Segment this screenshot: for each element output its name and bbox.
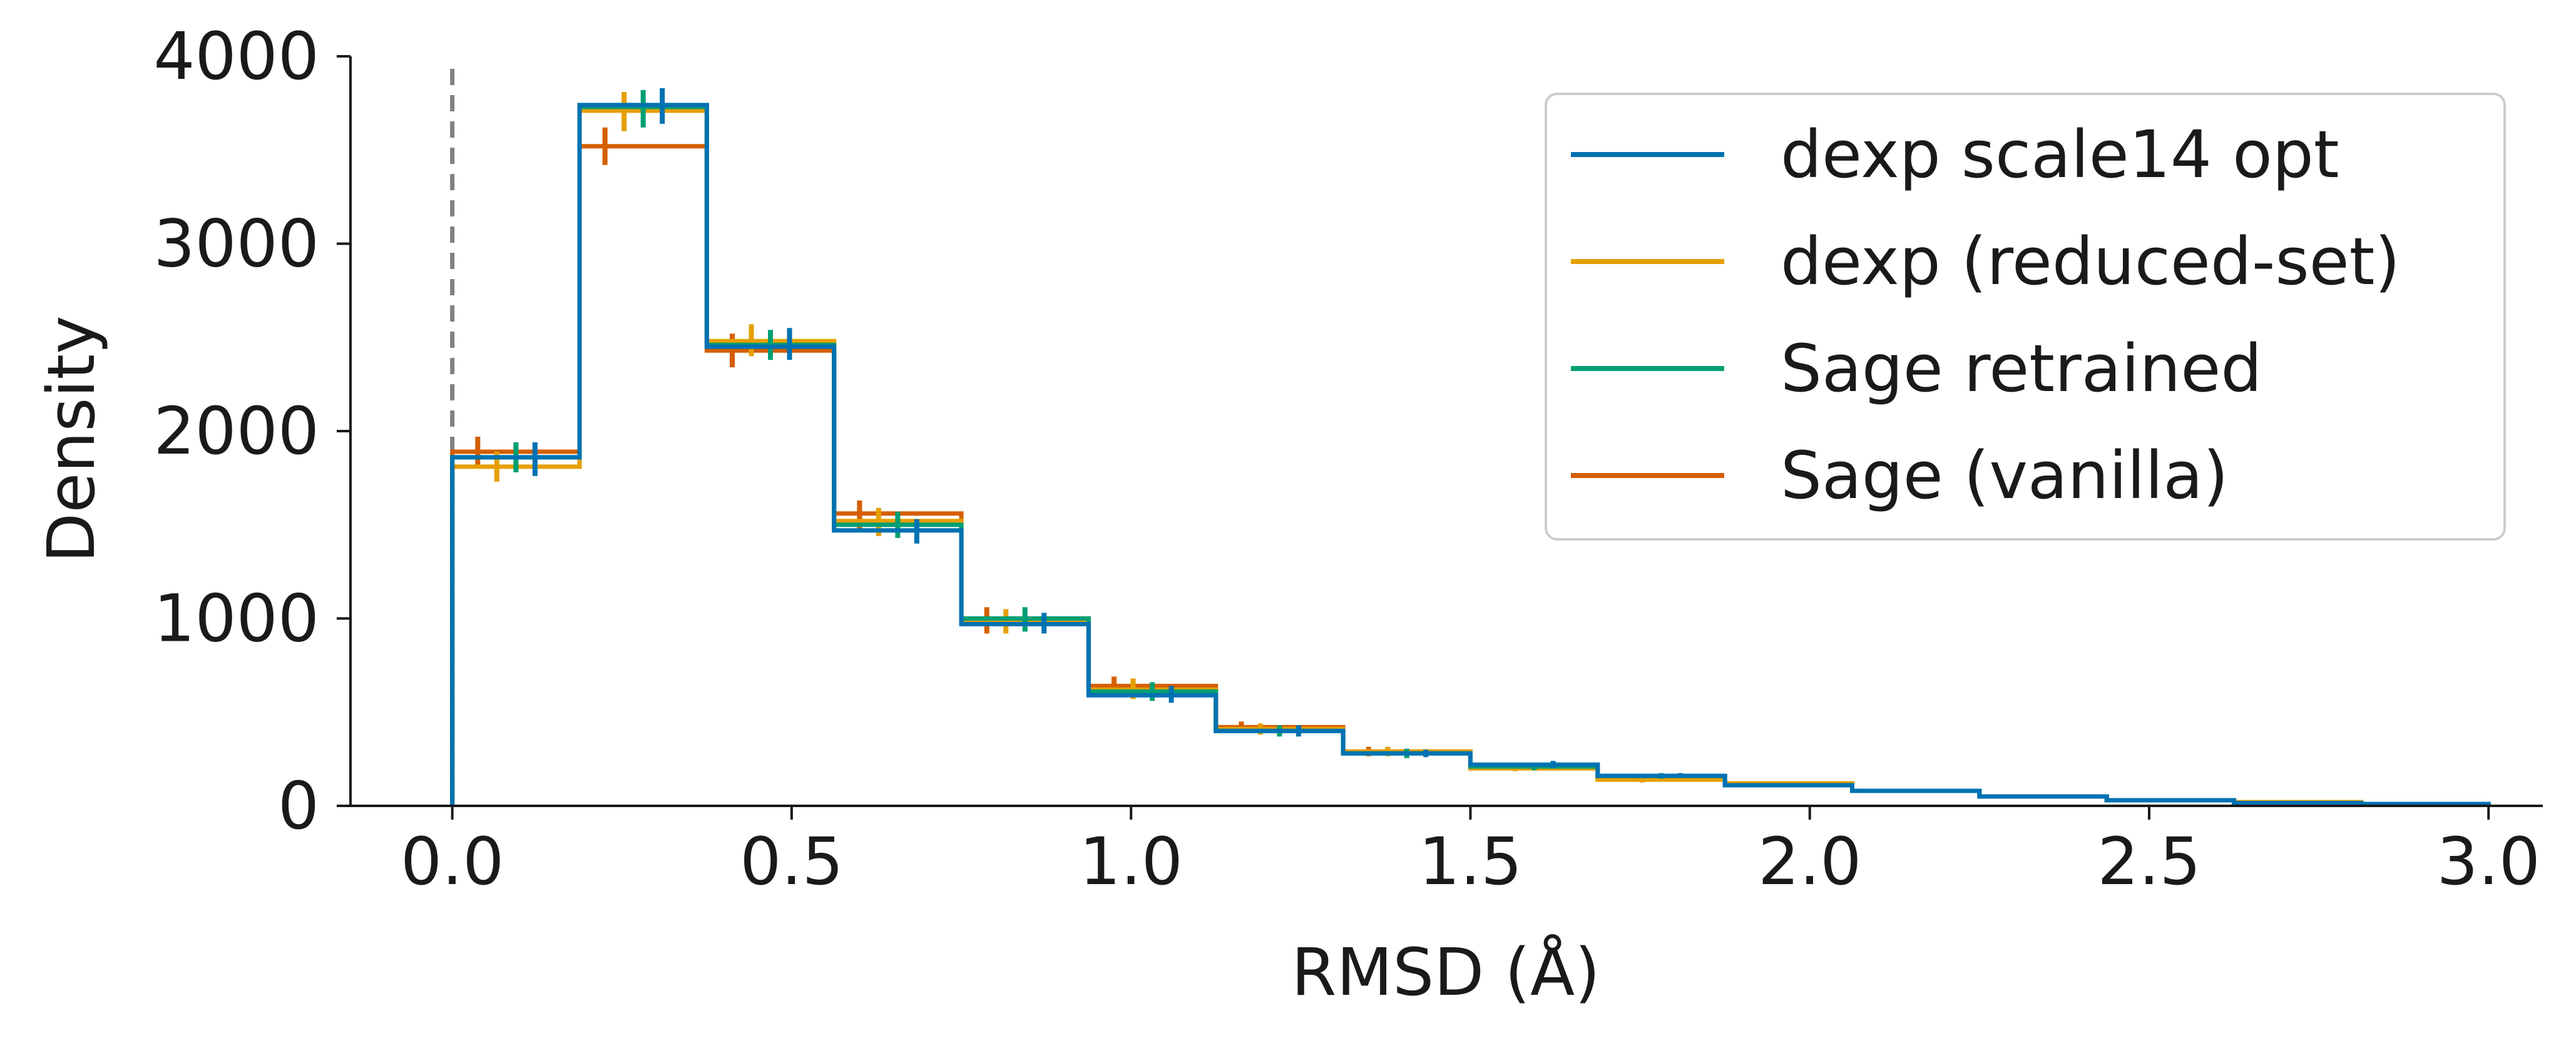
- y-tick-label: 3000: [153, 206, 319, 282]
- x-axis-label: RMSD (Å): [1291, 934, 1600, 1010]
- x-tick-label: 1.5: [1419, 823, 1522, 900]
- legend-frame: [1545, 93, 2506, 541]
- y-tick-label: 4000: [153, 18, 319, 94]
- x-tick-label: 3.0: [2437, 823, 2540, 900]
- legend-label: Sage (vanilla): [1781, 437, 2229, 514]
- series-step-line: [450, 103, 2491, 806]
- y-tick-label: 0: [278, 768, 319, 844]
- x-tick-label: 2.5: [2097, 823, 2200, 900]
- series-dexp-scale14-opt: [450, 88, 2491, 806]
- plot-area: [450, 69, 2491, 806]
- x-tick-label: 0.0: [401, 823, 504, 900]
- x-tick-label: 1.0: [1079, 823, 1182, 900]
- legend-label: Sage retrained: [1781, 330, 2262, 407]
- y-axis-label: Density: [33, 315, 110, 562]
- ticks: 0.0 0.5 1.0 1.5 2.0 2.5 3.0 0 1000 2000 3000 4000: [153, 18, 2540, 900]
- legend-label: dexp (reduced-set): [1781, 223, 2400, 300]
- legend: dexp scale14 opt dexp (reduced-set) Sage r…: [1545, 93, 2506, 541]
- y-tick-label: 1000: [153, 581, 319, 657]
- x-tick-label: 2.0: [1758, 823, 1861, 900]
- x-tick-label: 0.5: [740, 823, 843, 900]
- y-tick-label: 2000: [153, 393, 319, 469]
- legend-label: dexp scale14 opt: [1781, 116, 2339, 193]
